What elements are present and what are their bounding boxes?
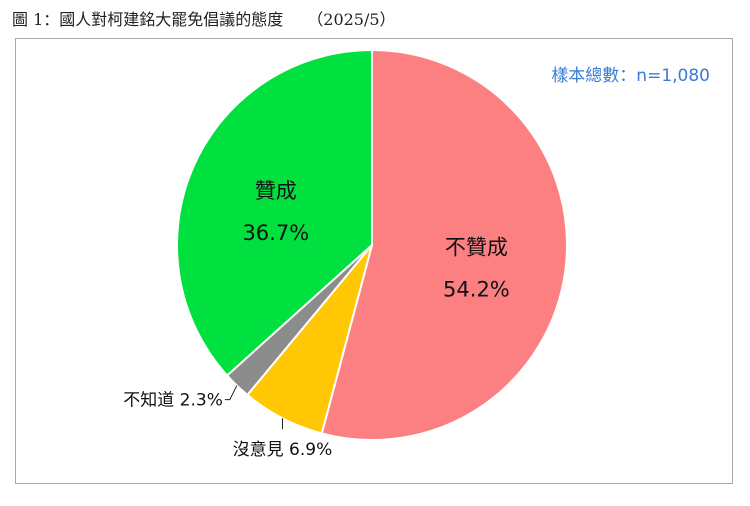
slice-callout-1: 沒意見 6.9% xyxy=(233,440,333,460)
slice-label-3: 贊成 xyxy=(255,179,297,203)
leader-line-2 xyxy=(224,385,238,401)
pie-slices xyxy=(176,48,568,441)
slice-value-3: 36.7% xyxy=(242,221,309,245)
sample-size-label: 樣本總數：n=1,080 xyxy=(551,66,710,86)
chart-title: 圖 1：國人對柯建銘大罷免倡議的態度 （2025/5） xyxy=(12,10,396,29)
pie-slice-3 xyxy=(176,48,373,377)
chart-frame xyxy=(15,38,733,484)
slice-label-0: 不贊成 xyxy=(445,236,508,260)
pie-slice-0 xyxy=(320,48,568,441)
pie-labels: 不贊成 54.2% 沒意見 6.9% 不知道 2.3% 贊成 36.7% xyxy=(123,179,510,460)
slice-callout-2: 不知道 2.3% xyxy=(123,391,223,411)
slice-value-0: 54.2% xyxy=(443,278,510,302)
